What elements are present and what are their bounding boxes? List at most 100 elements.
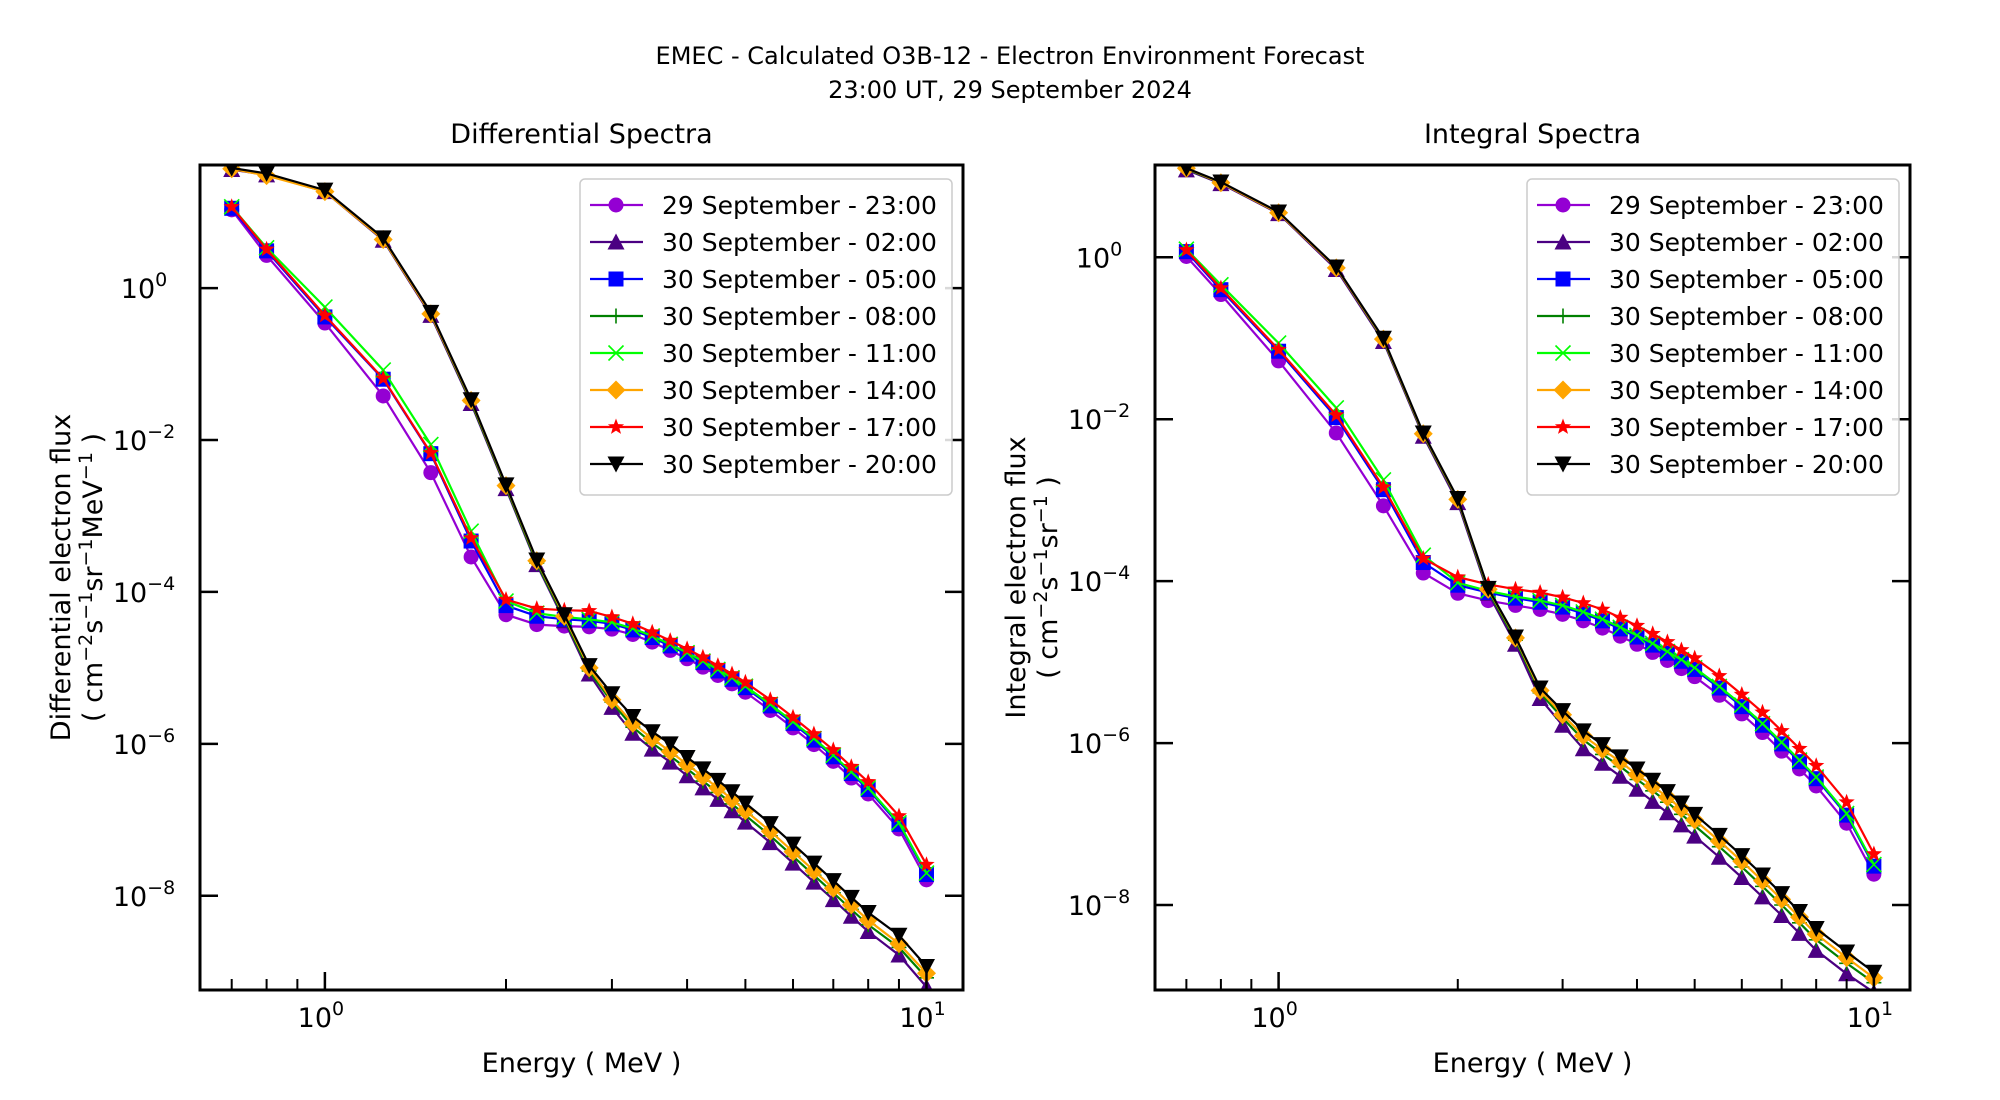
data-point: [1414, 425, 1432, 442]
data-point: [1612, 609, 1629, 625]
data-point: [223, 198, 240, 214]
data-point: [842, 889, 860, 906]
legend-label: 30 September - 17:00: [662, 413, 937, 442]
legend-marker: [1555, 308, 1571, 324]
data-point: [1673, 651, 1690, 668]
data-point: [643, 724, 661, 741]
legend-marker: [607, 456, 625, 473]
data-point: [694, 761, 712, 778]
legend-marker: [1554, 233, 1572, 250]
data-point: [1686, 806, 1704, 823]
legend-item: 30 September - 05:00: [590, 265, 937, 294]
x-tick-exponent: 0: [1286, 998, 1298, 1020]
data-point: [1507, 588, 1524, 605]
figure-title-line2: 23:00 UT, 29 September 2024: [828, 76, 1192, 104]
series-30-september-17-00: [223, 198, 935, 872]
legend-marker: [1553, 380, 1573, 400]
data-point: [709, 657, 726, 673]
data-point: [1753, 888, 1771, 905]
x-tick-exponent: 1: [1881, 998, 1893, 1020]
data-point: [497, 591, 515, 607]
data-point: [762, 691, 779, 707]
data-point: [805, 855, 823, 872]
legend-item: 30 September - 20:00: [590, 450, 937, 479]
data-point: [1532, 592, 1549, 609]
legend-item: 30 September - 20:00: [1537, 450, 1884, 479]
data-point: [890, 807, 907, 823]
unit-base: s: [78, 620, 109, 634]
y-tick-exponent: −4: [1102, 562, 1130, 584]
data-point: [1658, 804, 1676, 821]
data-point: [679, 640, 696, 656]
legend-marker: [608, 271, 624, 287]
legend: 29 September - 23:00 30 September - 02:00…: [579, 178, 953, 496]
legend-item: 30 September - 02:00: [590, 228, 937, 257]
data-point: [1212, 174, 1230, 191]
data-point: [918, 856, 935, 872]
data-point: [1710, 848, 1728, 865]
data-point: [843, 763, 860, 781]
data-point: [918, 864, 935, 882]
data-point: [1733, 868, 1751, 885]
data-point: [375, 370, 392, 386]
legend-item: 30 September - 08:00: [590, 302, 937, 331]
unit-exponent: −1: [75, 538, 97, 566]
data-point: [1532, 584, 1549, 600]
data-point: [1644, 635, 1661, 652]
data-point: [1449, 568, 1466, 584]
unit-base: sr: [78, 566, 109, 592]
data-point: [661, 736, 679, 753]
panel-title: Integral Spectra: [1424, 119, 1641, 150]
data-point: [1773, 886, 1791, 903]
unit-exponent: −1: [1030, 495, 1052, 523]
data-point: [1865, 845, 1882, 861]
data-point: [1449, 491, 1467, 508]
data-point: [1659, 643, 1676, 660]
legend-marker: [606, 380, 626, 400]
unit-base: ): [78, 433, 109, 452]
y-tick-exponent: −6: [147, 725, 175, 747]
y-tick-exponent: −6: [1102, 724, 1130, 746]
data-point: [1594, 611, 1611, 628]
data-point: [1593, 754, 1611, 771]
data-point: [462, 392, 480, 409]
data-point: [1838, 793, 1855, 809]
data-point: [1865, 856, 1882, 873]
legend-item: 30 September - 17:00: [1537, 413, 1884, 442]
plot-area: [222, 165, 936, 990]
data-point: [1507, 580, 1524, 597]
x-tick-exponent: 1: [934, 998, 946, 1020]
legend-marker: [607, 233, 625, 250]
unit-exponent: −1: [75, 592, 97, 620]
legend-label: 30 September - 05:00: [662, 265, 937, 294]
legend-label: 30 September - 14:00: [662, 376, 937, 405]
data-point: [1575, 603, 1592, 620]
data-point: [1686, 827, 1704, 844]
y-tick-label: 100: [121, 269, 167, 305]
data-point: [624, 709, 642, 726]
unit-exponent: −1: [75, 452, 97, 480]
unit-base: MeV: [78, 480, 109, 539]
data-point: [918, 867, 934, 883]
data-point: [1180, 165, 1193, 177]
data-point: [497, 477, 515, 494]
data-point: [1415, 550, 1432, 566]
data-point: [723, 784, 741, 801]
legend-label: 30 September - 20:00: [1609, 450, 1884, 479]
y-tick-exponent: −2: [147, 421, 175, 443]
legend-item: 30 September - 11:00: [1537, 339, 1884, 368]
data-point: [1866, 858, 1882, 874]
data-point: [1790, 924, 1808, 941]
y-tick-exponent: 0: [1110, 238, 1122, 260]
data-point: [890, 927, 908, 944]
data-point: [1270, 204, 1288, 221]
data-point: [1838, 944, 1856, 961]
legend-label: 30 September - 14:00: [1609, 376, 1884, 405]
data-point: [1790, 903, 1808, 920]
data-point: [528, 600, 545, 616]
data-point: [1659, 633, 1676, 649]
y-tick-label: 10−8: [1068, 886, 1130, 922]
data-point: [1644, 625, 1661, 641]
data-point: [1644, 772, 1662, 789]
